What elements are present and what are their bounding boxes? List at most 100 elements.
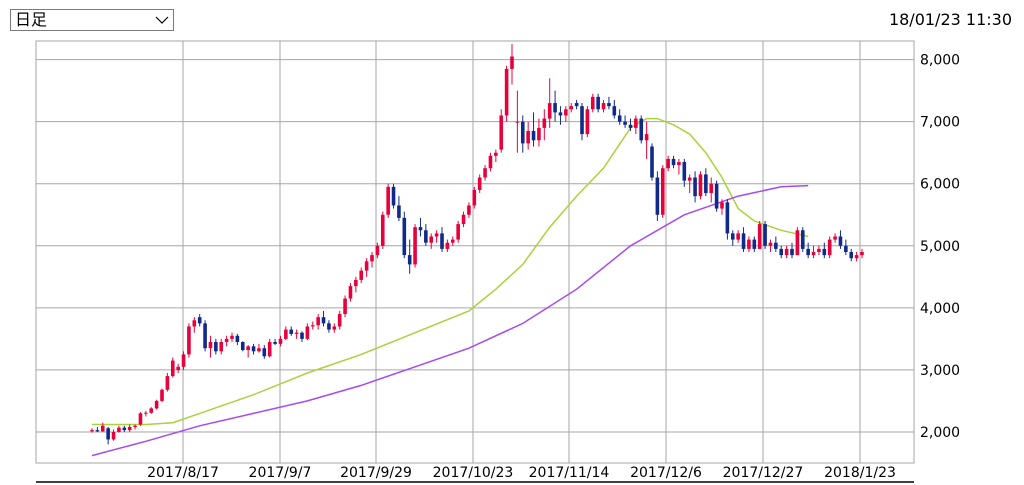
- candle-body: [752, 239, 757, 249]
- candle: [510, 44, 514, 85]
- candle-body: [450, 239, 455, 243]
- candle: [520, 115, 525, 153]
- candle: [391, 183, 396, 209]
- candle-body: [429, 236, 434, 243]
- candle: [526, 121, 530, 150]
- candle-body: [806, 248, 810, 256]
- candle-body: [660, 168, 665, 215]
- candle-body: [267, 341, 272, 357]
- candle: [833, 233, 837, 243]
- candle-body: [122, 427, 127, 431]
- candle-body: [224, 338, 229, 342]
- candle-body: [650, 146, 654, 178]
- candle: [262, 345, 267, 359]
- ma-long-line: [91, 184, 809, 457]
- candle-body: [725, 202, 730, 234]
- candle: [693, 171, 697, 203]
- candle-body: [284, 329, 288, 339]
- candle-body: [860, 252, 864, 256]
- candle: [181, 351, 186, 370]
- candle-body: [811, 252, 816, 256]
- candle-body: [273, 341, 277, 344]
- candle-body: [547, 103, 552, 119]
- candle: [655, 171, 660, 221]
- candle-body: [574, 103, 579, 107]
- candle: [698, 171, 703, 200]
- candle: [456, 220, 460, 243]
- candle: [208, 335, 213, 358]
- candle: [838, 230, 843, 249]
- period-select-value: 日足: [15, 10, 48, 29]
- candle-body: [682, 162, 687, 181]
- candle-body: [90, 430, 94, 432]
- candle: [467, 202, 471, 218]
- candle-body: [677, 162, 681, 166]
- candle-body: [219, 341, 224, 352]
- candle: [230, 332, 234, 342]
- candle: [235, 333, 240, 346]
- candle-body: [445, 242, 450, 249]
- candle-body: [359, 270, 364, 280]
- candle-body: [531, 130, 536, 141]
- candle-body: [375, 245, 380, 256]
- candle: [736, 230, 740, 243]
- candle-body: [257, 348, 261, 352]
- candle-body: [176, 366, 180, 370]
- candle-body: [467, 205, 471, 215]
- candle-body: [849, 252, 854, 259]
- candle-body: [133, 425, 137, 428]
- candle: [327, 320, 331, 333]
- candle: [558, 106, 563, 125]
- candle: [343, 295, 347, 318]
- candle-body: [337, 314, 342, 327]
- candle: [590, 93, 595, 113]
- x-tick-label: 2017/10/23: [433, 465, 514, 481]
- candle-body: [779, 248, 784, 256]
- candle-body: [154, 400, 159, 409]
- candle-body: [348, 286, 353, 299]
- x-axis-ticks: 2017/8/17 2017/9/7 2017/9/29 2017/10/23 2017…: [147, 465, 896, 481]
- candle: [757, 220, 762, 249]
- candle: [844, 239, 848, 256]
- candle-body: [165, 376, 170, 390]
- candle-body: [386, 186, 390, 215]
- candle-body: [757, 224, 762, 249]
- candle-body: [262, 348, 267, 357]
- candle-body: [510, 56, 514, 69]
- candle: [499, 109, 504, 153]
- moving-averages: [91, 117, 809, 457]
- period-select[interactable]: 日足: [10, 9, 174, 31]
- candle-body: [714, 183, 719, 209]
- candle: [817, 245, 821, 256]
- candle-body: [822, 248, 827, 256]
- candle-body: [844, 245, 848, 252]
- y-tick-label: 4,000: [920, 301, 960, 317]
- candle: [316, 314, 320, 330]
- candle: [273, 338, 277, 346]
- grid: [36, 41, 914, 463]
- candle-body: [666, 158, 670, 169]
- candle-body: [95, 430, 100, 432]
- candle-body: [720, 202, 724, 209]
- candle: [585, 106, 590, 138]
- candle-body: [327, 323, 331, 330]
- candle-body: [763, 224, 767, 246]
- candle: [310, 321, 315, 330]
- candle-body: [197, 317, 202, 324]
- candle: [854, 252, 859, 262]
- candle: [607, 96, 611, 110]
- y-tick-label: 6,000: [920, 177, 960, 193]
- candle: [461, 211, 466, 228]
- candle-body: [564, 109, 568, 116]
- candle: [714, 180, 719, 212]
- x-tick-label: 2017/9/7: [249, 465, 312, 481]
- candle: [187, 323, 191, 358]
- candle-body: [240, 341, 245, 351]
- candle-body: [520, 121, 525, 144]
- candle: [117, 425, 121, 433]
- candle: [537, 118, 541, 147]
- y-tick-label: 7,000: [920, 115, 960, 131]
- candle-body: [397, 205, 401, 218]
- candle: [386, 183, 390, 218]
- candle: [154, 399, 159, 410]
